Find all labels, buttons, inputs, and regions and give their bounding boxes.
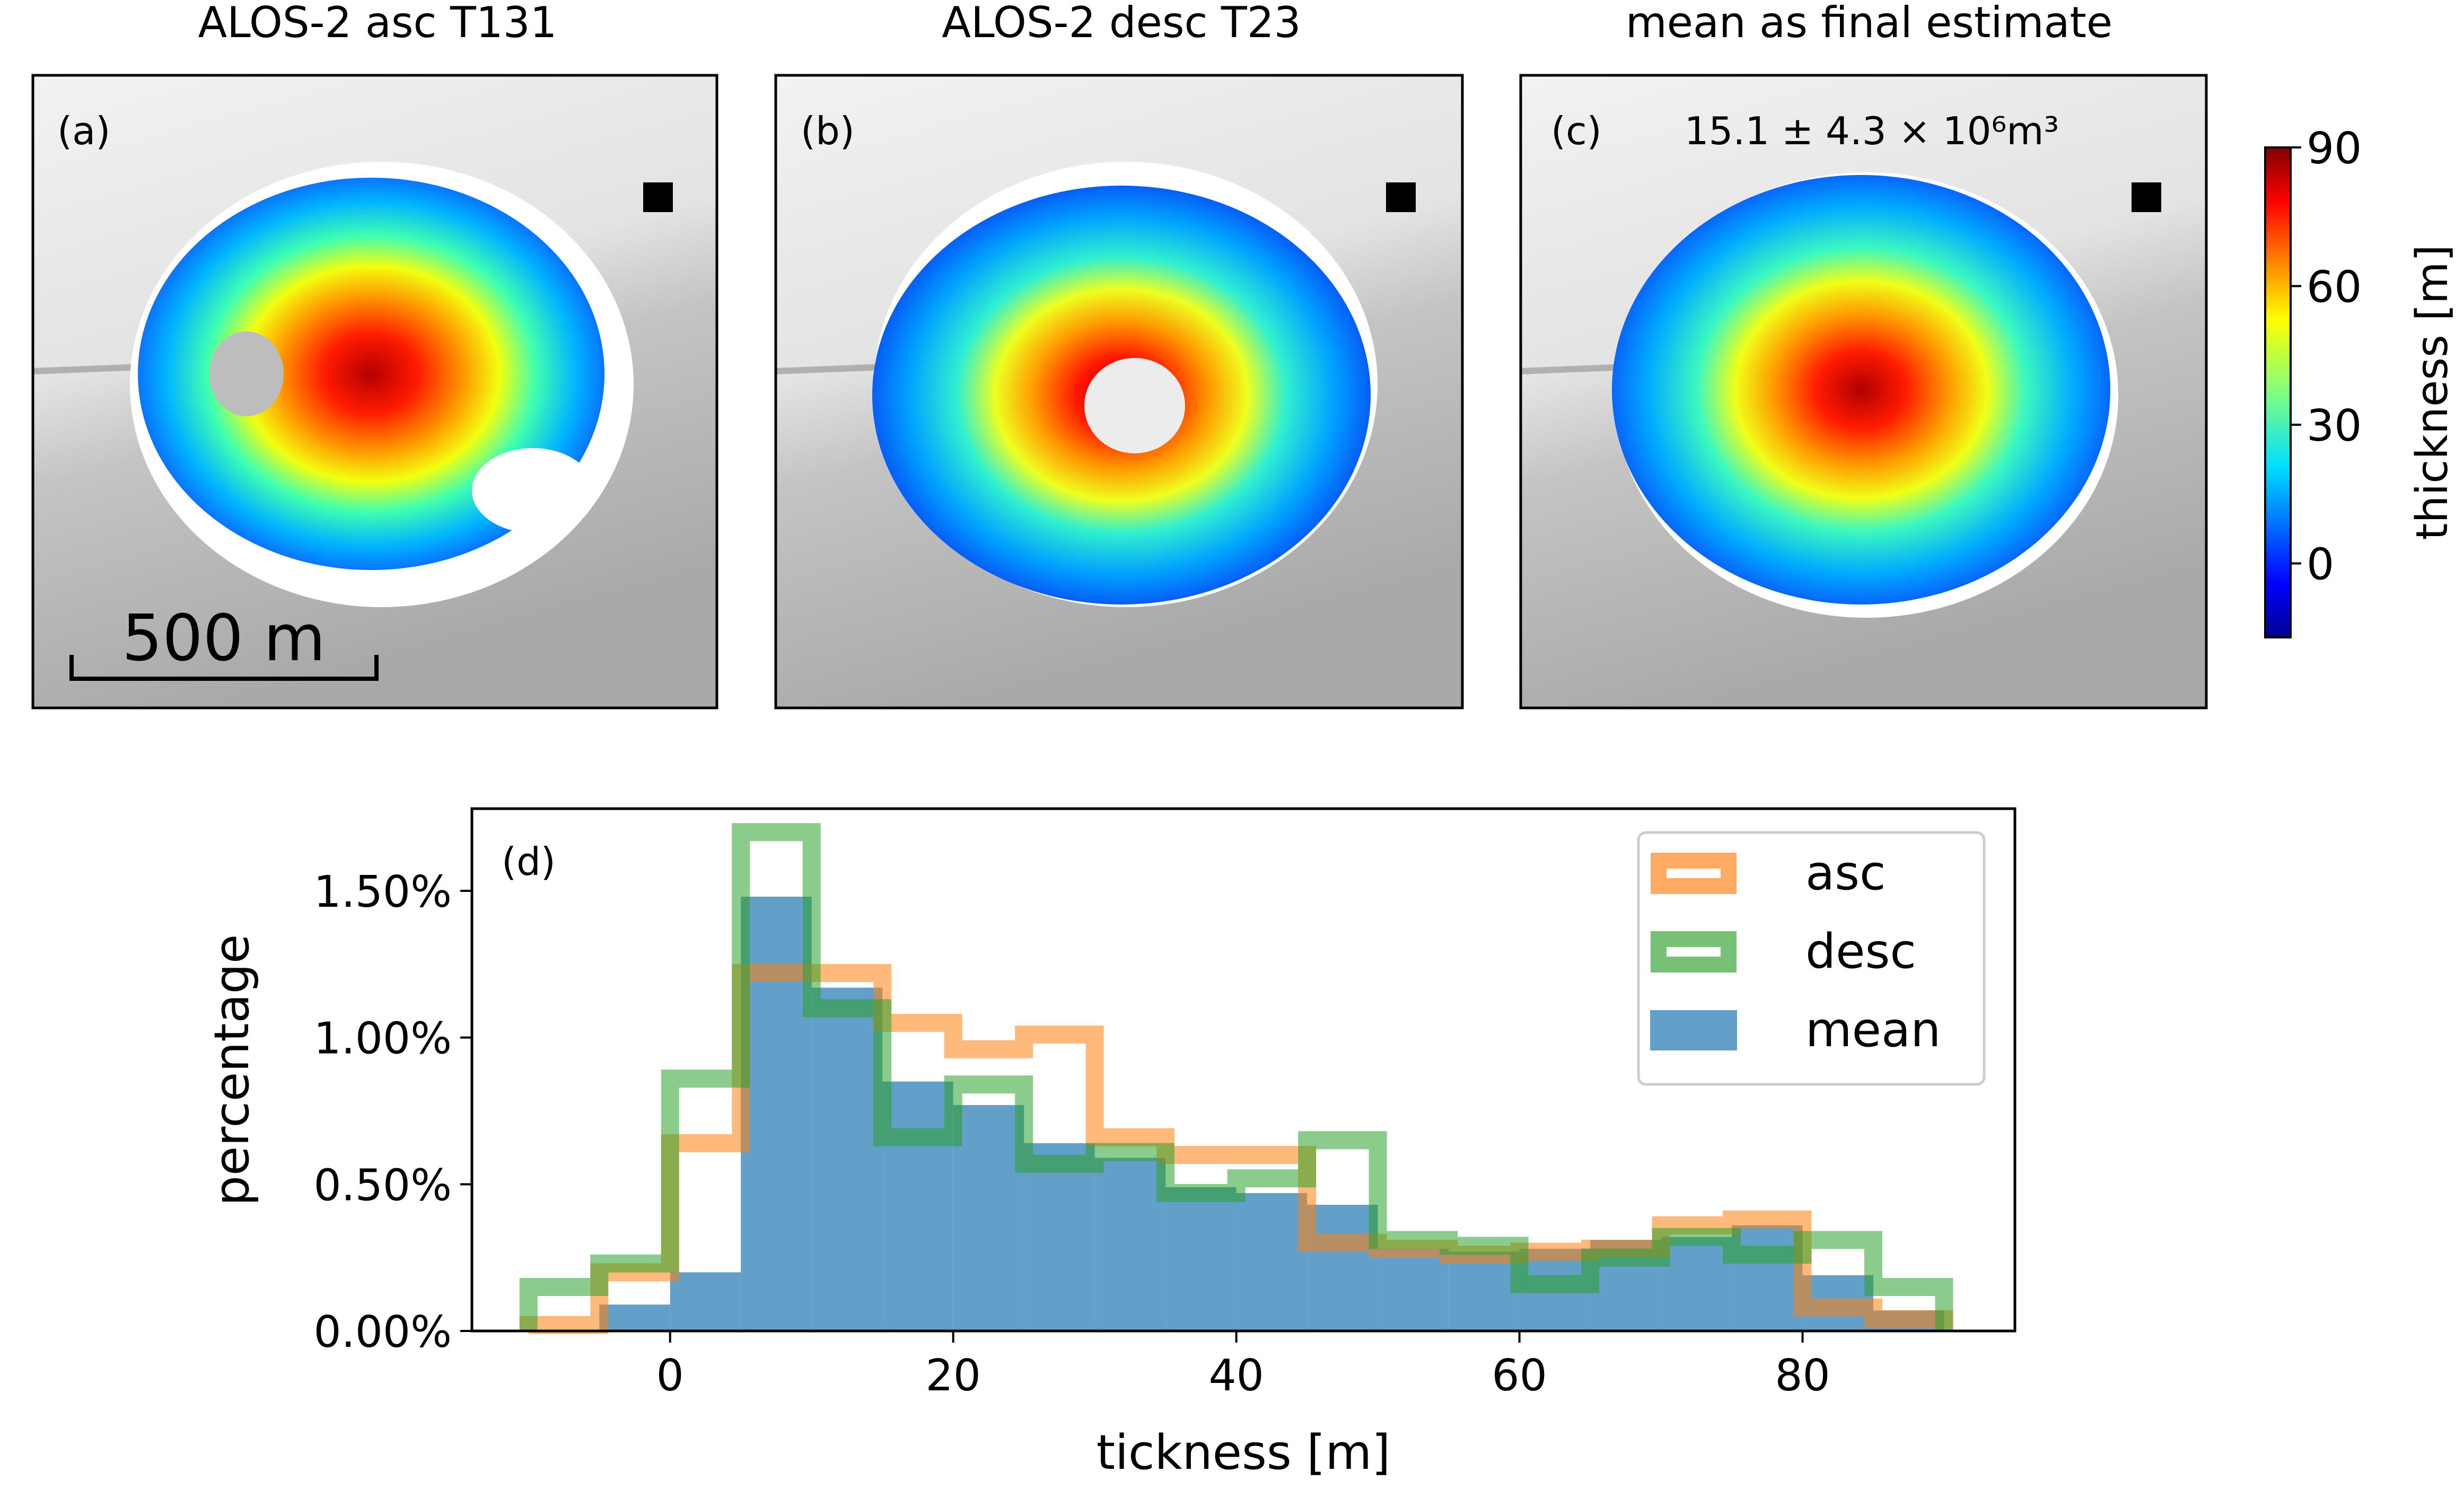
histogram-bar-mean — [741, 897, 812, 1331]
panel-label: (b) — [801, 109, 855, 153]
map-panel-c: mean as final estimate (c) 15.1 ± 4.3 × … — [1519, 0, 2208, 709]
histogram-bar-mean — [811, 987, 883, 1331]
y-axis-label: percentage — [204, 934, 260, 1206]
colorbar-tick-label: 90 — [2307, 124, 2362, 174]
histogram-chart: 0 20 40 60 80 0.00% 0.50% 1.00% 1.50% (d) tickn… — [204, 807, 2016, 1481]
plot-frame — [470, 807, 2016, 1333]
y-axis-ticks: 0.00% 0.50% 1.00% 1.50% — [314, 867, 472, 1357]
x-tick-label: 60 — [1492, 1351, 1547, 1401]
x-tick-label: 40 — [1208, 1351, 1264, 1401]
reference-point-marker — [643, 182, 673, 212]
legend: asc desc mean — [1637, 831, 1986, 1086]
data-gap — [472, 448, 594, 533]
y-tick-label: 1.50% — [314, 867, 452, 917]
panel-label: (c) — [1551, 109, 1602, 153]
histogram-step-lines — [519, 823, 1953, 1334]
panel-frame — [31, 74, 718, 709]
thickness-field — [1612, 175, 2110, 605]
panel-annotation: 15.1 ± 4.3 × 10⁶m³ — [1685, 109, 2059, 153]
y-tick-label: 0.50% — [314, 1160, 452, 1211]
histogram-bar-mean — [1732, 1225, 1803, 1331]
colorbar-tick-label: 0 — [2307, 540, 2334, 590]
panel-frame — [774, 74, 1464, 709]
reference-point-marker — [2132, 182, 2161, 212]
histogram-bars — [599, 897, 1944, 1331]
colorbar-tick-label: 60 — [2307, 262, 2362, 313]
histogram-bar-mean — [1094, 1158, 1166, 1331]
reference-point-marker — [1386, 182, 1416, 212]
panel-title: ALOS-2 asc T131 — [198, 0, 557, 47]
legend-label-desc: desc — [1805, 924, 1916, 979]
histogram-bar-mean — [1449, 1251, 1520, 1331]
data-gap — [209, 331, 284, 416]
scale-bar-label: 500 m — [122, 602, 326, 676]
x-axis-label: tickness [m] — [1097, 1425, 1391, 1481]
panel-title: mean as final estimate — [1626, 0, 2112, 47]
histogram-step-desc — [519, 823, 1953, 1331]
legend-items: asc desc mean — [1650, 845, 1941, 1058]
panel-label: (d) — [502, 839, 556, 884]
x-tick-label: 80 — [1775, 1351, 1830, 1401]
colorbar-gradient — [2264, 146, 2292, 638]
histogram-bar-mean — [1661, 1237, 1732, 1331]
legend-swatch-mean — [1650, 1010, 1737, 1050]
colorbar: 90 60 30 0 thickness [m] — [2264, 124, 2458, 638]
histogram-bar-mean — [670, 1272, 741, 1331]
scale-bar — [69, 655, 379, 681]
panel-title: ALOS-2 desc T23 — [942, 0, 1301, 47]
legend-swatch-desc — [1651, 931, 1737, 973]
x-tick-label: 0 — [656, 1351, 684, 1401]
colorbar-ticks: 90 60 30 0 — [2291, 124, 2362, 590]
y-tick-label: 1.00% — [314, 1014, 452, 1064]
histogram-bar-mean — [599, 1304, 670, 1331]
histogram-bar-mean — [1024, 1143, 1095, 1331]
histogram-bar-mean — [1378, 1249, 1449, 1331]
legend-label-mean: mean — [1805, 1002, 1941, 1058]
x-axis-ticks: 0 20 40 60 80 — [656, 1331, 1830, 1401]
y-tick-label: 0.00% — [314, 1307, 452, 1357]
colorbar-tick-label: 30 — [2307, 401, 2362, 451]
map-panel-a: ALOS-2 asc T131 (a) 500 m — [31, 0, 718, 709]
panel-label: (a) — [57, 109, 110, 153]
histogram-bar-mean — [1165, 1187, 1237, 1331]
data-gap — [1084, 358, 1185, 453]
histogram-bar-mean — [1236, 1193, 1308, 1331]
histogram-bar-mean — [882, 1081, 953, 1331]
legend-label-asc: asc — [1805, 845, 1886, 901]
histogram-bar-mean — [953, 1105, 1024, 1331]
legend-swatch-asc — [1651, 853, 1737, 894]
x-tick-label: 20 — [926, 1351, 981, 1401]
colorbar-label: thickness [m] — [2407, 244, 2458, 540]
histogram-bar-mean — [1307, 1205, 1378, 1331]
map-panel-b: ALOS-2 desc T23 (b) — [774, 0, 1464, 709]
panel-frame — [1519, 74, 2208, 709]
